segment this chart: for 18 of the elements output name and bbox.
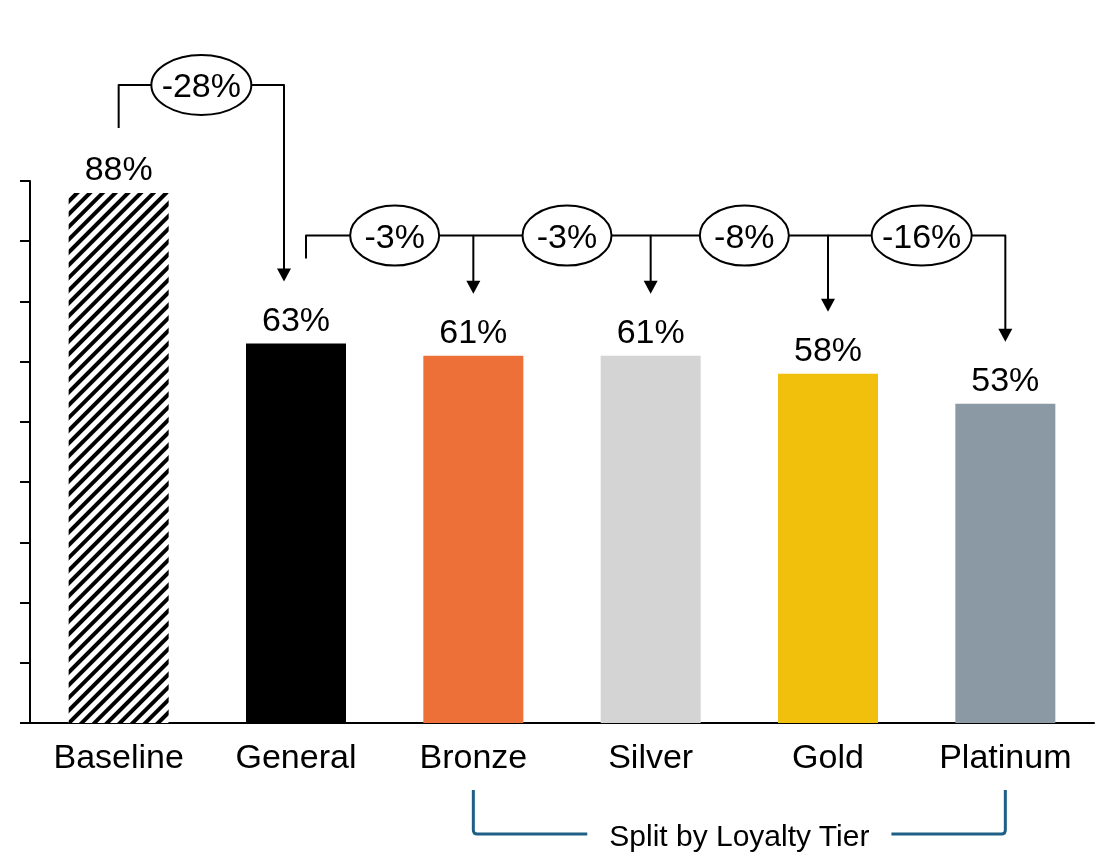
text: Split by Loyalty Tier [609,819,870,852]
x-tick-label: Platinum [939,737,1072,775]
x-tick-label: Bronze [419,737,528,775]
x-tick-label: Baseline [53,737,184,775]
data-label: 61% [439,311,508,350]
x-tick-label: General [235,737,357,775]
text: -28% [161,66,242,105]
annotation: -16% [881,216,962,255]
x-tick-label: Gold [792,737,864,775]
data-label: 61% [616,311,685,350]
data-label: 88% [84,149,153,188]
data-label: 53% [971,359,1040,398]
data-label: 63% [261,299,331,338]
annotation: -8% [714,216,775,255]
x-tick-label: Silver [608,737,694,775]
annotation: -3% [364,216,425,255]
data-label: 58% [793,329,863,368]
annotation: -3% [536,216,598,255]
